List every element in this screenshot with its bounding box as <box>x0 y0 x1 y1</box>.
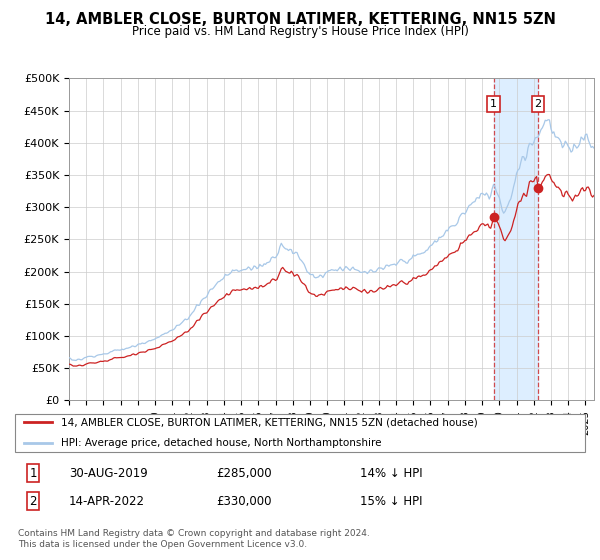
Text: £330,000: £330,000 <box>216 494 271 508</box>
Text: 14, AMBLER CLOSE, BURTON LATIMER, KETTERING, NN15 5ZN (detached house): 14, AMBLER CLOSE, BURTON LATIMER, KETTER… <box>61 417 478 427</box>
Text: 1: 1 <box>490 99 497 109</box>
Text: HPI: Average price, detached house, North Northamptonshire: HPI: Average price, detached house, Nort… <box>61 438 382 448</box>
Text: 14-APR-2022: 14-APR-2022 <box>69 494 145 508</box>
Text: 1: 1 <box>29 466 37 480</box>
Bar <box>494 78 538 400</box>
Text: 15% ↓ HPI: 15% ↓ HPI <box>360 494 422 508</box>
Text: 2: 2 <box>535 99 542 109</box>
Text: £285,000: £285,000 <box>216 466 272 480</box>
Text: Price paid vs. HM Land Registry's House Price Index (HPI): Price paid vs. HM Land Registry's House … <box>131 25 469 38</box>
Text: 2: 2 <box>29 494 37 508</box>
Text: Contains HM Land Registry data © Crown copyright and database right 2024.
This d: Contains HM Land Registry data © Crown c… <box>18 529 370 549</box>
Text: 14, AMBLER CLOSE, BURTON LATIMER, KETTERING, NN15 5ZN: 14, AMBLER CLOSE, BURTON LATIMER, KETTER… <box>44 12 556 27</box>
FancyBboxPatch shape <box>15 414 585 451</box>
Text: 30-AUG-2019: 30-AUG-2019 <box>69 466 148 480</box>
Text: 14% ↓ HPI: 14% ↓ HPI <box>360 466 422 480</box>
